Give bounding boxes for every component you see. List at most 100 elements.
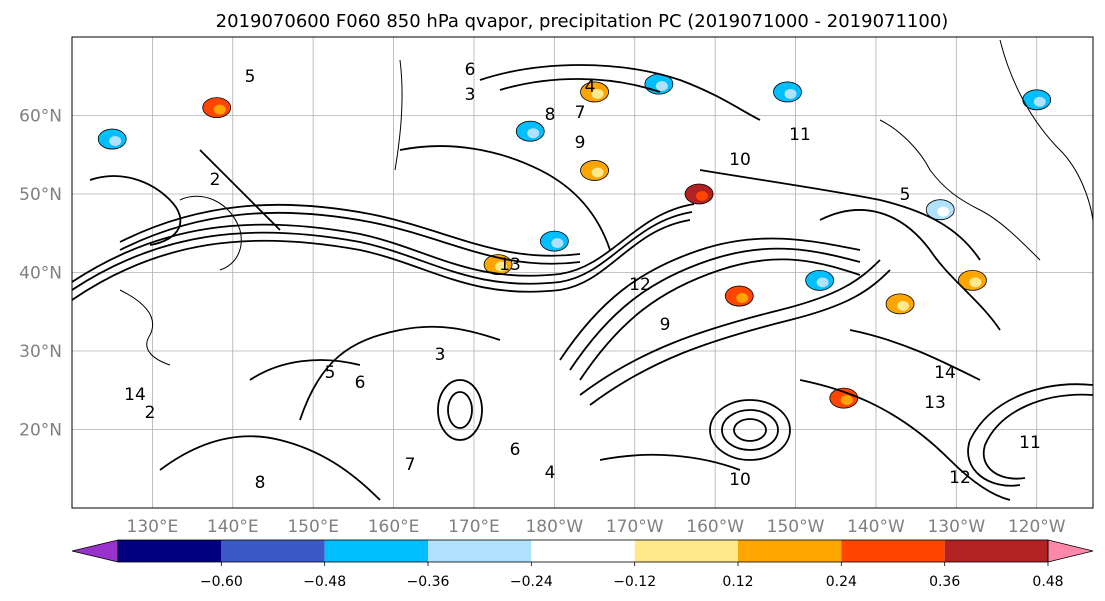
contour-line (72, 211, 693, 291)
contour-line (599, 453, 741, 471)
colorbar-bin (738, 540, 842, 562)
x-tick-label: 130°E (127, 517, 179, 537)
contour-line (967, 383, 1093, 487)
colorbar-tick-label: 0.36 (929, 574, 960, 590)
precip-blob-core (840, 395, 853, 406)
contour-line (982, 393, 1093, 480)
contour-line (499, 78, 661, 93)
colorbar-tick-label: 0.24 (826, 574, 857, 590)
contour-label: 12 (629, 275, 651, 295)
precip-blob-core (937, 206, 950, 217)
contour-label: 4 (545, 463, 556, 483)
contour-line (89, 175, 182, 246)
colorbar-bin (634, 540, 738, 562)
contour-label: 10 (729, 150, 751, 170)
precip-blob-core (213, 104, 226, 115)
coastlines (119, 39, 1093, 366)
coastline (999, 39, 1093, 221)
contour-label: 8 (255, 473, 266, 493)
contour-label: 5 (900, 185, 911, 205)
colorbar-bin (221, 540, 325, 562)
x-tick-label: 160°W (686, 517, 744, 537)
precip-blob-core (736, 293, 749, 304)
colorbar-tick-label: −0.60 (200, 574, 243, 590)
x-tick-label: 130°W (927, 517, 985, 537)
colorbar-bin (531, 540, 635, 562)
coastline (879, 119, 1041, 261)
precip-blob-core (551, 238, 564, 249)
contour-label: 3 (435, 345, 446, 365)
contour-label: 14 (934, 363, 956, 383)
contour-line (579, 259, 881, 396)
contour-line (733, 418, 767, 442)
contour-line (709, 399, 791, 461)
colorbar-tick-label: 0.48 (1032, 574, 1063, 590)
colorbar-bin (841, 540, 945, 562)
contour-line (119, 211, 581, 265)
contour-label: 5 (325, 363, 336, 383)
contour-line (721, 409, 779, 451)
y-tick-label: 40°N (19, 264, 62, 284)
contour-label: 9 (575, 133, 586, 153)
contour-line (559, 237, 861, 361)
contour-line (249, 359, 361, 381)
contour-line (447, 391, 473, 429)
colorbar-bin (944, 540, 1048, 562)
colorbar (71, 539, 1094, 563)
precip-blob-core (816, 277, 829, 288)
contour-line (699, 169, 981, 261)
y-tick-label: 30°N (19, 342, 62, 362)
contour-line (579, 258, 861, 381)
colorbar-frame (117, 539, 1049, 563)
qvapor-contours (72, 64, 1093, 501)
contour-label: 12 (949, 468, 971, 488)
contour-line (299, 325, 501, 421)
colorbar-extend-high (1047, 539, 1094, 563)
contour-label: 6 (510, 440, 521, 460)
x-tick-label: 160°E (368, 517, 420, 537)
x-tick-label: 150°E (287, 517, 339, 537)
y-tick-label: 60°N (19, 107, 62, 127)
contour-line (589, 269, 891, 406)
coastline (179, 195, 242, 271)
x-tick-label: 170°E (448, 517, 500, 537)
chart-title: 2019070600 F060 850 hPa qvapor, precipit… (216, 11, 949, 32)
contour-label: 14 (124, 385, 146, 405)
colorbar-bin (118, 540, 222, 562)
colorbar-tick-label: −0.48 (303, 574, 346, 590)
contour-label: 6 (355, 373, 366, 393)
y-tick-label: 20°N (19, 421, 62, 441)
contour-label: 13 (499, 255, 521, 275)
contour-label: 11 (1019, 433, 1041, 453)
precip-blob-core (784, 88, 797, 99)
contour-line (399, 145, 611, 251)
colorbar-tick-label: −0.24 (510, 574, 553, 590)
colorbar-tick-label: 0.12 (722, 574, 753, 590)
contour-line (799, 379, 1011, 501)
x-tick-labels: 130°E 140°E 150°E 160°E 170°E 180°W 170°W 160°W… (127, 517, 1066, 537)
precip-blob-core (1033, 96, 1046, 107)
x-tick-label: 180°W (525, 517, 583, 537)
x-tick-label: 140°E (207, 517, 259, 537)
contour-label: 8 (545, 105, 556, 125)
precip-blob-core (527, 128, 540, 139)
precip-blob-core (109, 136, 122, 147)
precip-blob-core (591, 167, 604, 178)
colorbar-tick-label: −0.36 (407, 574, 450, 590)
contour-line (479, 64, 761, 121)
contour-line (199, 149, 281, 231)
contour-label: 5 (245, 67, 256, 87)
colorbar-extend-low (71, 539, 119, 563)
coastline (119, 289, 171, 366)
contour-line (72, 203, 695, 283)
contour-label: 11 (789, 125, 811, 145)
contour-label: 4 (585, 77, 596, 97)
precip-blob-core (696, 191, 709, 201)
precip-blob-core (969, 277, 982, 288)
contour-label: 10 (729, 470, 751, 490)
precip-blob-core (591, 88, 604, 99)
colorbar-tick-labels: −0.60 −0.48 −0.36 −0.24 −0.12 0.12 0.24 0.36 0.4… (200, 562, 1064, 590)
contour-line (72, 219, 691, 301)
coastline (394, 59, 403, 171)
